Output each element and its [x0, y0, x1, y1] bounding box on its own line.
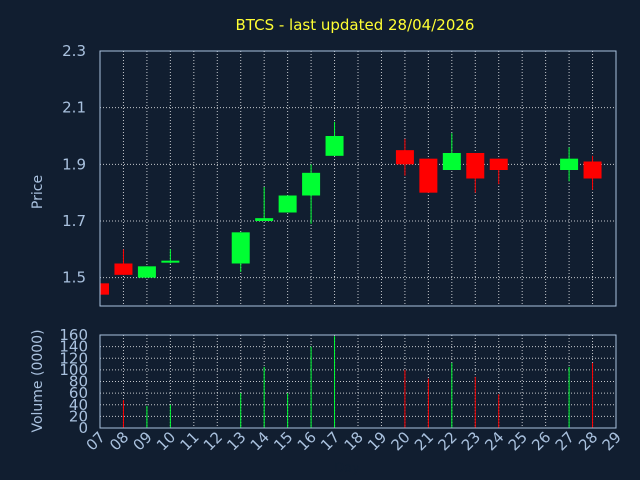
price-tick-label: 2.1: [62, 99, 86, 117]
x-ticks: 0708091011121314151617181920212223242526…: [83, 428, 625, 454]
x-tick-label: 14: [247, 428, 273, 454]
volume-tick-label: 40: [69, 396, 88, 414]
x-tick-label: 16: [294, 428, 320, 454]
x-tick-label: 28: [575, 428, 601, 454]
candle-body: [137, 266, 156, 278]
candle-body: [583, 161, 602, 179]
candle-body: [100, 283, 109, 295]
x-tick-label: 17: [317, 428, 343, 454]
x-tick-label: 15: [270, 428, 296, 454]
volume-axis-label: Volume (0000): [30, 329, 46, 432]
candle-body: [114, 263, 133, 275]
x-tick-label: 21: [411, 428, 437, 454]
candle-body: [442, 153, 461, 170]
x-tick-label: 29: [599, 428, 625, 454]
x-tick-label: 20: [388, 428, 414, 454]
price-axis-label: Price: [30, 175, 46, 209]
x-tick-label: 11: [176, 428, 202, 454]
candle-body: [255, 218, 274, 221]
x-tick-label: 08: [106, 428, 132, 454]
candle-body: [161, 260, 180, 263]
candle-body: [489, 158, 508, 170]
x-tick-label: 13: [223, 428, 249, 454]
chart-title: BTCS - last updated 28/04/2026: [236, 16, 475, 34]
price-panel-frame: [99, 50, 617, 307]
volume-tick-label: 160: [59, 326, 88, 344]
candle-body: [231, 232, 250, 264]
volume-tick-label: 20: [69, 407, 88, 425]
x-tick-label: 24: [481, 428, 507, 454]
volume-tick-label: 100: [59, 361, 88, 379]
x-tick-label: 19: [364, 428, 390, 454]
candles: [99, 121, 602, 295]
x-tick-label: 26: [528, 428, 554, 454]
volume-panel-frame: [99, 334, 617, 429]
candle-body: [278, 195, 297, 213]
price-ticks: 1.5 1.7 1.9 2.1 2.3: [62, 42, 86, 287]
candle-body: [560, 158, 579, 170]
volume-bars: [122, 336, 594, 428]
volume-tick-label: 60: [69, 384, 88, 402]
volume-tick-label: 140: [59, 338, 88, 356]
volume-tick-label: 0: [78, 419, 88, 437]
candle-body: [302, 172, 321, 196]
candle-body: [466, 153, 485, 179]
price-grid: [100, 50, 616, 306]
x-tick-label: 27: [552, 428, 578, 454]
candle-body: [395, 150, 414, 165]
x-axis-label: Day: [334, 461, 360, 476]
x-tick-label: 23: [458, 428, 484, 454]
volume-tick-label: 120: [59, 349, 88, 367]
x-tick-label: 12: [200, 428, 226, 454]
x-tick-label: 18: [341, 428, 367, 454]
x-tick-label: 10: [153, 428, 179, 454]
x-tick-label: 09: [130, 428, 156, 454]
price-tick-label: 2.3: [62, 42, 86, 60]
price-tick-label: 1.7: [62, 212, 86, 230]
x-tick-label: 22: [434, 428, 460, 454]
price-tick-label: 1.9: [62, 155, 86, 173]
price-tick-label: 1.5: [62, 269, 86, 287]
volume-grid: [100, 334, 616, 429]
volume-tick-label: 80: [69, 373, 88, 391]
candle-body: [419, 158, 438, 193]
candle-body: [325, 136, 344, 156]
x-tick-label: 25: [505, 428, 531, 454]
